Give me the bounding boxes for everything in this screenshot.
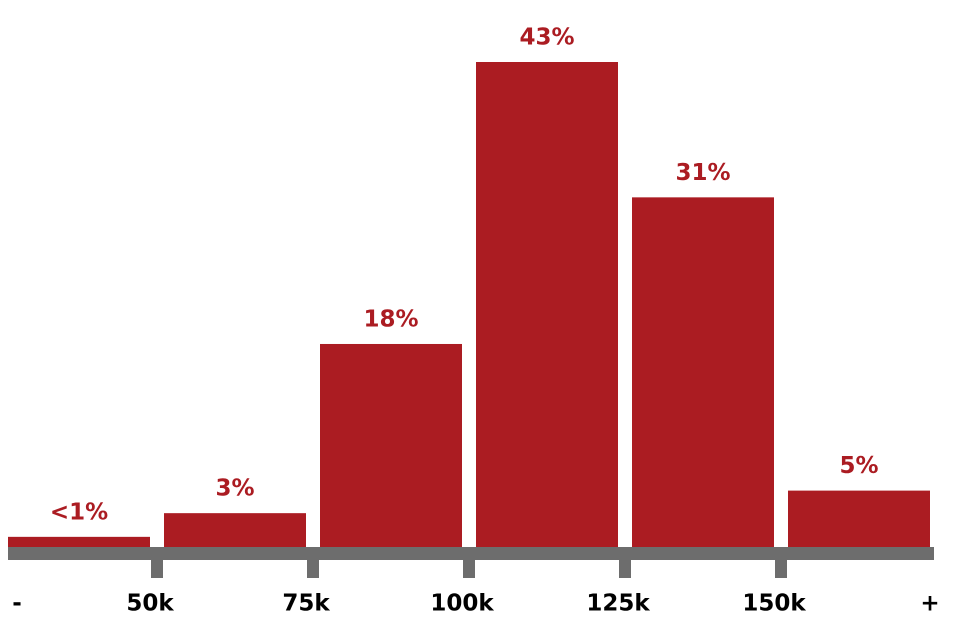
x-tick-label: 100k	[430, 591, 494, 617]
bar	[476, 62, 618, 547]
value-label: 18%	[363, 306, 418, 332]
bar	[164, 513, 306, 547]
tick-mark	[619, 547, 631, 578]
bar	[788, 490, 930, 547]
x-tick-label: -	[12, 591, 22, 617]
tick-mark	[151, 547, 163, 578]
value-label: 31%	[675, 160, 730, 186]
x-tick-label: 150k	[742, 591, 806, 617]
bar	[320, 343, 462, 547]
value-label: <1%	[50, 499, 108, 525]
x-tick-label: 50k	[126, 591, 174, 617]
x-tick-label: +	[920, 591, 939, 617]
value-label: 5%	[839, 453, 878, 479]
value-label: 3%	[215, 476, 254, 502]
x-tick-label: 75k	[282, 591, 330, 617]
value-label: 43%	[519, 25, 574, 51]
bar	[632, 197, 774, 548]
tick-mark	[307, 547, 319, 578]
tick-mark	[775, 547, 787, 578]
tick-mark	[463, 547, 475, 578]
bar	[8, 536, 150, 547]
x-tick-label: 125k	[586, 591, 650, 617]
